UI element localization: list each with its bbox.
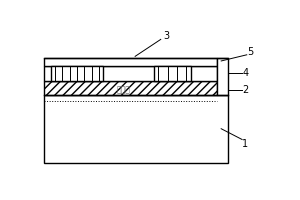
Bar xyxy=(217,58,228,95)
Bar xyxy=(52,66,103,81)
Bar xyxy=(44,58,217,66)
Bar xyxy=(44,81,217,95)
Bar xyxy=(44,95,228,163)
Text: 5: 5 xyxy=(247,47,253,57)
Text: 氧化硅: 氧化硅 xyxy=(117,85,130,94)
Text: 4: 4 xyxy=(242,68,248,78)
Bar xyxy=(44,66,217,81)
Bar xyxy=(154,66,191,81)
Text: 3: 3 xyxy=(163,31,169,41)
Text: 2: 2 xyxy=(242,85,248,95)
Text: 1: 1 xyxy=(242,139,248,149)
